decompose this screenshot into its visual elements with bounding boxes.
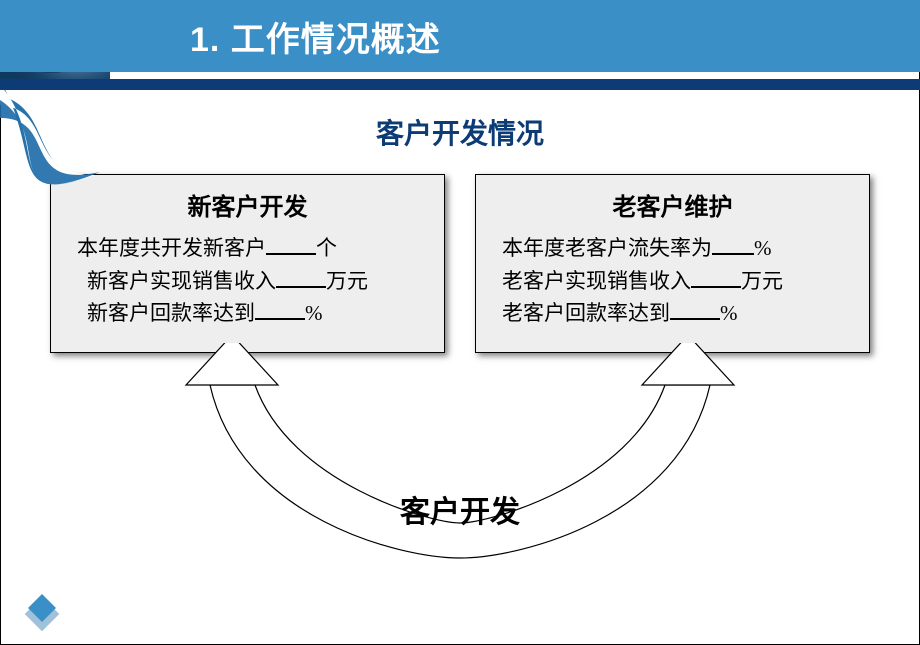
arrow-head-right [642, 343, 734, 385]
blank-field [691, 267, 741, 288]
box-new-customers: 新客户开发 本年度共开发新客户 个 新客户实现销售收入 万元 新客户回款率达到% [50, 174, 445, 353]
arrow-body [210, 385, 710, 558]
bottom-left-diamond-icon [22, 594, 62, 639]
blank-field [276, 267, 326, 288]
text: 新客户回款率达到 [87, 301, 255, 325]
header-underline [0, 79, 920, 90]
text: 万元 [326, 269, 368, 293]
box-right-title: 老客户维护 [494, 187, 851, 222]
text: % [720, 301, 738, 325]
blank-field [255, 299, 305, 320]
header-band: 1. 工作情况概述 [0, 0, 920, 72]
curved-arrow-container: 客户开发 [0, 343, 920, 573]
arrow-label: 客户开发 [400, 487, 520, 531]
box-left-title: 新客户开发 [69, 187, 426, 222]
box-right-line-3: 老客户回款率达到% [494, 297, 851, 330]
box-right-line-2: 老客户实现销售收入 万元 [494, 265, 851, 298]
box-left-line-2: 新客户实现销售收入 万元 [69, 265, 426, 298]
text: 个 [316, 236, 337, 260]
arrow-head-left [186, 343, 278, 385]
text: 本年度老客户流失率为 [502, 236, 712, 260]
text: 本年度共开发新客户 [77, 236, 266, 260]
boxes-row: 新客户开发 本年度共开发新客户 个 新客户实现销售收入 万元 新客户回款率达到% 老… [0, 174, 920, 353]
text: 老客户回款率达到 [502, 301, 670, 325]
box-left-line-3: 新客户回款率达到% [69, 297, 426, 330]
text: 老客户实现销售收入 [502, 269, 691, 293]
text: % [305, 301, 323, 325]
slide-header: 1. 工作情况概述 [0, 0, 920, 88]
text: % [754, 236, 772, 260]
curved-double-arrow [0, 343, 920, 573]
box-left-line-1: 本年度共开发新客户 个 [69, 232, 426, 265]
blank-field [266, 234, 316, 255]
header-title: 1. 工作情况概述 [190, 12, 441, 61]
blank-field [712, 234, 754, 255]
blank-field [670, 299, 720, 320]
box-right-line-1: 本年度老客户流失率为% [494, 232, 851, 265]
box-old-customers: 老客户维护 本年度老客户流失率为% 老客户实现销售收入 万元 老客户回款率达到% [475, 174, 870, 353]
text: 新客户实现销售收入 [87, 269, 276, 293]
text: 万元 [741, 269, 783, 293]
